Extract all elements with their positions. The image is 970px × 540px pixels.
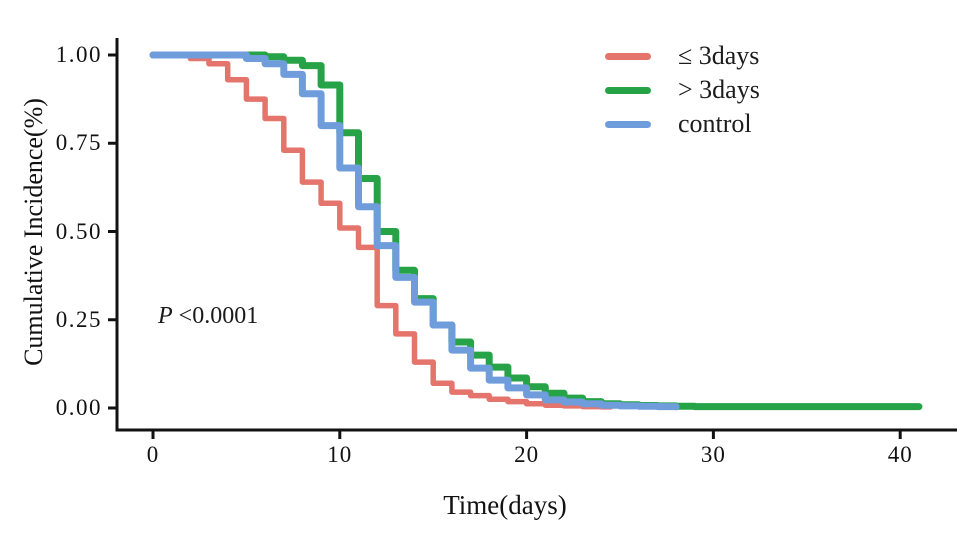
y-tick-label: 0.75 <box>55 130 102 156</box>
x-axis-title: Time(days) <box>443 490 567 520</box>
x-tick-label: 20 <box>514 442 540 467</box>
x-tick-label: 10 <box>327 442 353 467</box>
legend-item-label: ≤ 3days <box>678 41 760 70</box>
legend-key-swatch <box>605 86 651 94</box>
y-tick-label: 0.25 <box>55 306 102 332</box>
p-symbol: P <box>158 303 173 329</box>
y-tick-label: 0.50 <box>55 218 102 244</box>
p-value-text: <0.0001 <box>172 303 259 329</box>
legend-item: control <box>605 107 760 141</box>
legend-key-swatch <box>605 120 651 128</box>
p-value-annotation: P <0.0001 <box>158 303 258 330</box>
legend-item: ≤ 3days <box>605 39 760 73</box>
legend-item: > 3days <box>605 73 760 107</box>
y-axis-title: Cumulative Incidence(%) <box>19 98 48 366</box>
x-tick-label: 0 <box>146 442 160 467</box>
legend-item-label: > 3days <box>678 75 760 104</box>
y-tick-label: 0.00 <box>55 395 102 420</box>
series-curve-3 <box>149 51 680 411</box>
y-tick-label: 1.00 <box>55 42 102 67</box>
series-curve-2 <box>149 51 923 411</box>
x-tick-label: 40 <box>887 442 913 467</box>
legend-key-swatch <box>605 52 651 60</box>
legend-item-label: control <box>678 109 752 138</box>
axis-lines <box>115 38 957 432</box>
legend: ≤ 3days > 3days control <box>605 39 760 141</box>
series-curve-1 <box>150 52 614 410</box>
x-tick-label: 30 <box>700 442 726 467</box>
